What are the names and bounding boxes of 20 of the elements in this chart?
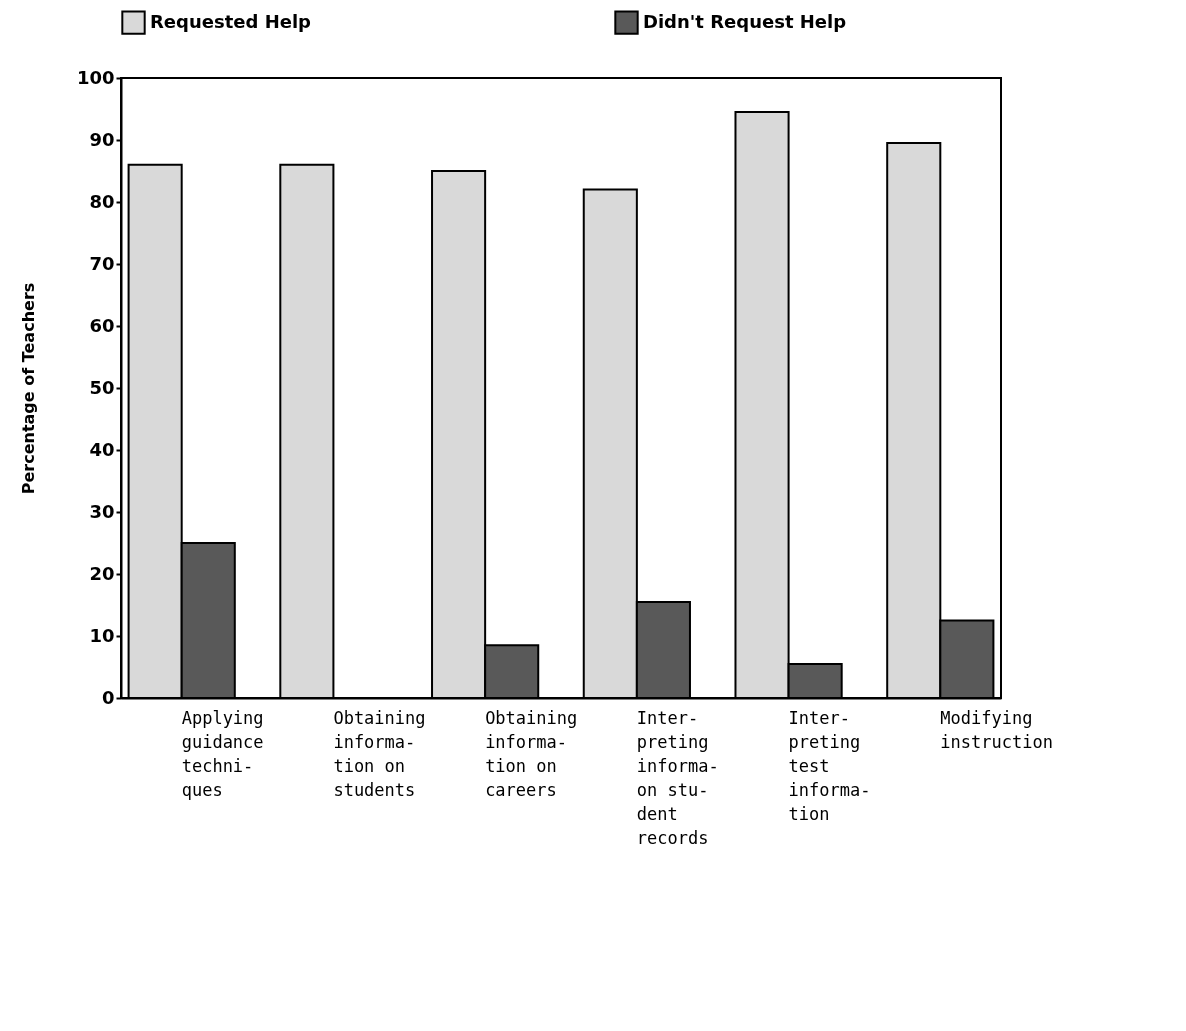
- x-tick-label: Obtaining informa- tion on careers: [485, 707, 578, 800]
- y-axis-title: Percentage of Teachers: [18, 282, 38, 495]
- x-tick-label: Applying guidance techni- ques: [181, 707, 264, 800]
- x-tick-label: Obtaining informa- tion on students: [333, 707, 426, 800]
- legend-label: Requested Help: [150, 10, 312, 32]
- y-tick-label: 20: [89, 562, 115, 584]
- legend-label: Didn't Request Help: [643, 10, 847, 32]
- y-tick-label: 10: [89, 624, 115, 646]
- y-tick-label: 50: [89, 376, 115, 398]
- y-tick-label: 70: [89, 252, 115, 274]
- y-tick-label: 100: [76, 66, 115, 88]
- y-tick-label: 80: [89, 190, 115, 212]
- x-tick-label: Modifying instruction: [940, 707, 1053, 752]
- y-tick-label: 30: [89, 500, 115, 522]
- y-tick-label: 60: [89, 314, 115, 336]
- y-tick-label: 40: [89, 438, 115, 460]
- x-tick-label: Inter- preting test informa- tion: [788, 707, 871, 824]
- y-tick-label: 0: [101, 686, 115, 708]
- x-tick-label: Inter- preting informa- on stu- dent records: [636, 707, 719, 848]
- y-tick-label: 90: [89, 128, 115, 150]
